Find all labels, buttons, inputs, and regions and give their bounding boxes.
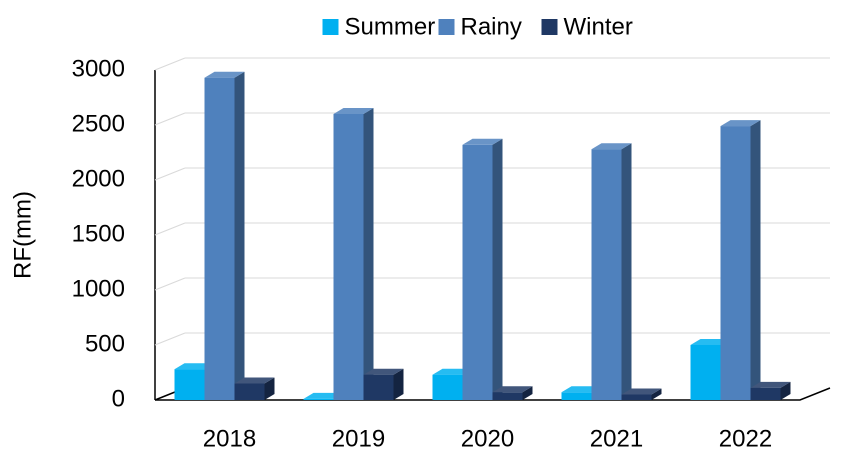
y-tick-label: 1000 xyxy=(72,275,125,302)
bar-top xyxy=(204,71,245,78)
bar xyxy=(690,345,721,400)
bar xyxy=(720,126,751,400)
bar xyxy=(363,374,394,400)
x-tick-label: 2021 xyxy=(590,425,643,452)
bar xyxy=(204,77,235,400)
bar xyxy=(462,144,493,400)
y-tick-label: 500 xyxy=(85,330,125,357)
bar-top xyxy=(720,120,761,127)
bar-top xyxy=(234,377,275,384)
y-tick-label: 3000 xyxy=(72,55,125,82)
x-tick-label: 2018 xyxy=(203,425,256,452)
bar-side xyxy=(264,377,275,400)
x-tick-label: 2020 xyxy=(461,425,514,452)
grid-line xyxy=(154,222,186,236)
bar xyxy=(492,392,523,400)
bar-top xyxy=(363,368,404,375)
bar-side xyxy=(522,386,533,400)
grid-line xyxy=(154,167,186,181)
bar xyxy=(303,398,334,400)
legend-swatch xyxy=(322,19,339,35)
x-tick-label: 2022 xyxy=(719,425,772,452)
grid-line xyxy=(154,332,186,346)
grid-line xyxy=(154,57,186,71)
bar xyxy=(174,369,205,400)
bar-side xyxy=(651,388,662,400)
bar xyxy=(234,383,265,400)
bar-side xyxy=(621,143,632,400)
bar-side xyxy=(363,108,374,400)
bar-top xyxy=(621,388,662,395)
bar-top xyxy=(591,143,632,150)
bar-top xyxy=(492,386,533,393)
grid-line xyxy=(154,112,186,126)
x-tick-label: 2019 xyxy=(332,425,385,452)
bar-side xyxy=(393,368,404,400)
legend-label: Rainy xyxy=(461,13,522,40)
legend-swatch xyxy=(541,19,558,35)
bar xyxy=(432,374,463,400)
bar xyxy=(333,114,364,400)
bar-top xyxy=(333,108,374,114)
legend-label: Summer xyxy=(345,13,436,40)
grid-line xyxy=(154,277,186,291)
bar xyxy=(750,387,781,400)
bar-top xyxy=(462,138,503,145)
bar-side xyxy=(750,120,761,400)
y-tick-label: 2000 xyxy=(72,165,125,192)
y-tick-label: 1500 xyxy=(72,220,125,247)
bar-side xyxy=(234,71,245,400)
legend-swatch xyxy=(438,19,455,35)
bar-side xyxy=(492,138,503,401)
y-tick-label: 2500 xyxy=(72,110,125,137)
bar xyxy=(591,149,622,400)
bar-side xyxy=(780,381,791,400)
y-tick-label: 0 xyxy=(112,385,125,412)
bar xyxy=(561,392,592,400)
legend-label: Winter xyxy=(564,13,633,40)
bar xyxy=(621,394,652,400)
bar-top xyxy=(750,381,791,388)
y-axis-title: RF(mm) xyxy=(9,191,36,279)
